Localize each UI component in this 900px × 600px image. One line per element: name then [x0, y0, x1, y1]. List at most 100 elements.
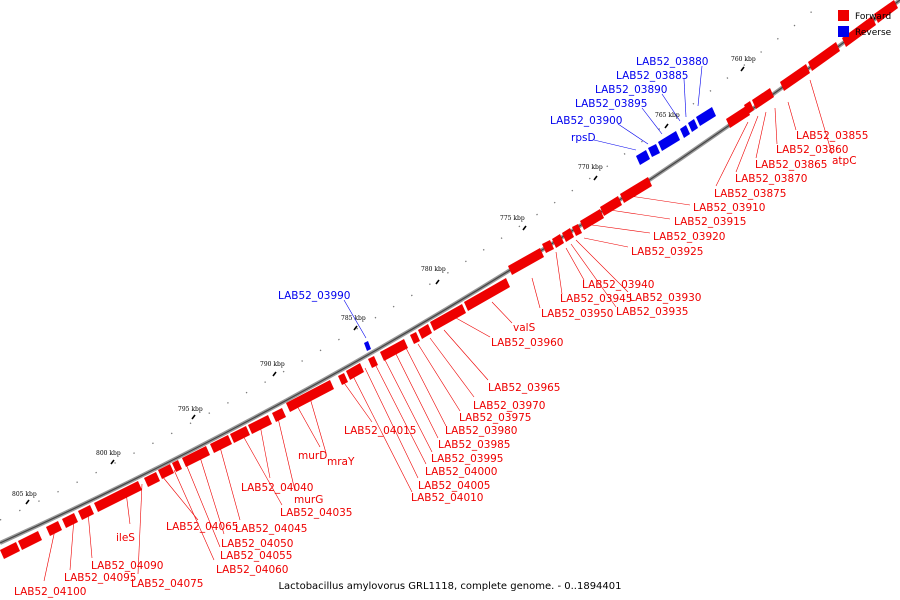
reverse-gene-block[interactable]	[364, 341, 371, 351]
gene-label-group[interactable]: murD	[295, 403, 327, 462]
gene-label-group[interactable]: LAB52_04090	[87, 511, 164, 572]
gene-label-group[interactable]: LAB52_03875	[714, 121, 787, 200]
gene-label-group[interactable]: LAB52_03995	[384, 359, 504, 465]
forward-gene-block[interactable]	[272, 408, 286, 422]
forward-gene-block[interactable]	[542, 240, 554, 253]
gene-label-group[interactable]: LAB52_04045	[219, 446, 308, 535]
gene-label-group[interactable]: LAB52_03860	[774, 107, 849, 156]
forward-gene-block[interactable]	[286, 380, 334, 412]
gene-label-group[interactable]: LAB52_04095	[64, 517, 137, 584]
forward-gene-block[interactable]	[620, 177, 652, 203]
gene-label: LAB52_04050	[221, 538, 294, 550]
gene-label-group[interactable]: LAB52_04035	[241, 433, 353, 519]
forward-gene-block[interactable]	[144, 472, 160, 487]
gene-label-group[interactable]: rpsD	[571, 132, 637, 151]
gene-label-group[interactable]: ileS	[116, 491, 135, 544]
legend-item-reverse[interactable]: Reverse	[838, 26, 892, 38]
forward-gene-block[interactable]	[62, 513, 78, 528]
gene-label-group[interactable]: LAB52_03890	[595, 84, 681, 122]
gene-label-group[interactable]: LAB52_03900	[550, 115, 649, 145]
gene-label-group[interactable]: mraY	[309, 397, 355, 468]
forward-gene-block[interactable]	[380, 339, 408, 361]
gene-label-group[interactable]: LAB52_04100	[14, 524, 87, 598]
gene-label-group[interactable]: LAB52_03950	[531, 277, 614, 320]
forward-gene-block[interactable]	[600, 196, 622, 216]
gene-label-group[interactable]: LAB52_04015	[341, 379, 417, 437]
gene-label-group[interactable]: valS	[491, 301, 536, 334]
legend-item-forward[interactable]: Forward	[838, 10, 891, 22]
gene-label-group[interactable]: LAB52_03920	[591, 224, 726, 243]
forward-gene-block[interactable]	[752, 88, 774, 109]
forward-gene-block[interactable]	[780, 64, 810, 91]
reverse-gene-block[interactable]	[658, 131, 680, 151]
forward-gene-block[interactable]	[18, 531, 42, 550]
gene-label-group[interactable]: LAB52_03870	[735, 115, 808, 185]
gene-label-group[interactable]: LAB52_03965	[443, 329, 561, 394]
tick-label: 790 kbp	[260, 361, 285, 368]
forward-gene-block[interactable]	[726, 106, 750, 128]
gene-label-group[interactable]: atpC	[809, 79, 857, 167]
gene-label-group[interactable]: LAB52_03865	[755, 111, 828, 171]
forward-gene-block[interactable]	[158, 464, 174, 479]
forward-gene-block[interactable]	[210, 435, 232, 453]
forward-gene-block[interactable]	[572, 224, 582, 236]
forward-gene-block[interactable]	[430, 304, 466, 331]
reverse-gene-block[interactable]	[680, 125, 690, 138]
forward-gene-block[interactable]	[94, 481, 142, 512]
forward-gene-block[interactable]	[418, 324, 432, 339]
gene-label-group[interactable]: LAB52_04010	[351, 373, 484, 504]
gene-label-group[interactable]: LAB52_03975	[417, 343, 532, 424]
gene-label-group[interactable]: LAB52_03910	[629, 195, 766, 214]
forward-gene-block[interactable]	[338, 373, 348, 385]
gene-label-group[interactable]: LAB52_04040	[241, 424, 314, 494]
forward-gene-block[interactable]	[182, 446, 210, 467]
gene-label-group[interactable]: LAB52_03970	[429, 337, 546, 412]
gene-label-group[interactable]: LAB52_03895	[575, 98, 663, 135]
forward-gene-block[interactable]	[46, 521, 62, 536]
gene-label-group[interactable]: LAB52_04075	[131, 483, 204, 590]
forward-gene-block[interactable]	[172, 460, 182, 472]
gene-label: LAB52_03975	[459, 412, 532, 424]
gene-label-group[interactable]: LAB52_03990	[278, 290, 367, 339]
forward-gene-block[interactable]	[410, 332, 420, 344]
gene-label-group[interactable]: LAB52_03980	[405, 347, 518, 437]
reverse-gene-block[interactable]	[648, 144, 660, 157]
forward-gene-block[interactable]	[580, 209, 604, 230]
gene-label: LAB52_03865	[755, 159, 828, 171]
forward-gene-block[interactable]	[346, 363, 364, 380]
gene-label-group[interactable]: LAB52_03925	[583, 237, 704, 258]
gene-label-group[interactable]: LAB52_04065	[161, 475, 239, 533]
forward-gene-block[interactable]	[552, 234, 564, 248]
gene-label-group[interactable]: LAB52_03985	[395, 353, 511, 451]
forward-gene-block[interactable]	[230, 426, 250, 443]
reverse-gene-block[interactable]	[636, 150, 650, 165]
forward-gene-block[interactable]	[0, 542, 20, 559]
forward-gene-block[interactable]	[744, 101, 754, 114]
gene-label-group[interactable]: LAB52_04050	[199, 456, 294, 550]
gene-label-group[interactable]: LAB52_03935	[570, 243, 689, 318]
forward-gene-block[interactable]	[248, 415, 272, 434]
forward-gene-block[interactable]	[842, 16, 876, 47]
gene-label-group[interactable]: LAB52_03915	[609, 209, 747, 228]
gene-label-group[interactable]: LAB52_03930	[575, 239, 702, 304]
forward-gene-block[interactable]	[874, 0, 898, 23]
forward-gene-block[interactable]	[78, 505, 94, 520]
reverse-gene-block[interactable]	[688, 119, 698, 132]
gene-label-group[interactable]: LAB52_04055	[185, 463, 293, 562]
gene-label-group[interactable]: LAB52_03940	[565, 247, 655, 291]
forward-gene-block[interactable]	[508, 248, 544, 275]
gene-label-group[interactable]: LAB52_03960	[455, 317, 564, 349]
forward-gene-block[interactable]	[808, 42, 840, 71]
gene-label-group[interactable]: LAB52_03855	[787, 101, 869, 142]
gene-label-group[interactable]: LAB52_04005	[364, 367, 491, 492]
forward-gene-block[interactable]	[562, 228, 574, 242]
forward-gene-block[interactable]	[464, 278, 510, 311]
forward-gene-block[interactable]	[368, 356, 378, 368]
gene-label-group[interactable]: LAB52_04000	[374, 363, 498, 478]
gene-label-group[interactable]: LAB52_03880	[636, 56, 709, 107]
gene-label-group[interactable]: murG	[277, 417, 323, 506]
gene-label-group[interactable]: LAB52_03885	[616, 70, 689, 118]
gene-label-group[interactable]: LAB52_03945	[555, 251, 633, 305]
reverse-gene-block[interactable]	[696, 107, 716, 126]
